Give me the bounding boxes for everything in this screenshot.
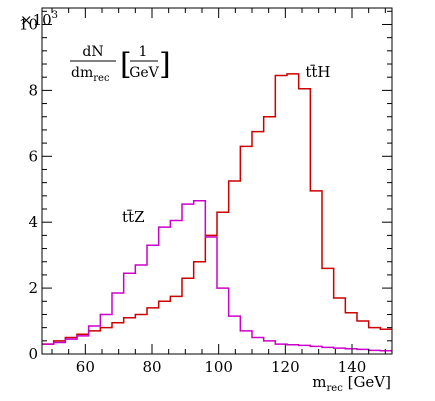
y-title-denominator: dmrec — [71, 65, 110, 84]
x-tick-label: 100 — [204, 358, 233, 376]
annotation-text: ttZ — [122, 208, 145, 226]
y-title-numerator: dN — [82, 44, 103, 60]
y-title-bracket-close: ] — [159, 47, 171, 82]
series-annotation-tth: ttH — [305, 63, 330, 81]
y-tick-label: 0 — [28, 345, 38, 363]
x-tick-label: 120 — [271, 358, 300, 376]
axis-layer: 60 80 100 120 140 0 2 4 6 8 10 — [19, 8, 392, 376]
x-axis-title: mrec [GeV] — [312, 373, 391, 394]
series-layer — [42, 73, 392, 352]
y-axis-title: dN dmrec [ 1 GeV ] — [70, 44, 171, 84]
y-title-bracket-open: [ — [120, 47, 132, 82]
series-annotation-ttz: ttZ — [122, 208, 145, 226]
y-multiplier: ×103 — [20, 10, 58, 29]
x-tick-label: 140 — [338, 358, 367, 376]
series-line-tth — [42, 73, 392, 345]
y-tick-label: 2 — [28, 279, 38, 297]
y-title-unit-numerator: 1 — [139, 44, 148, 60]
y-tick-label: 8 — [28, 81, 38, 99]
y-title-unit-denominator: GeV — [129, 65, 159, 81]
y-tick-label: 6 — [28, 147, 38, 165]
annotation-text: ttH — [305, 63, 330, 81]
plot-frame — [41, 7, 393, 355]
annotation-layer: ttH ttZ — [122, 63, 330, 226]
x-tick-label: 80 — [142, 358, 161, 376]
y-tick-label: 4 — [28, 213, 38, 231]
y-tick-label: 10 — [19, 15, 38, 33]
x-tick-label: 60 — [76, 358, 95, 376]
series-line-ttz — [42, 200, 392, 352]
